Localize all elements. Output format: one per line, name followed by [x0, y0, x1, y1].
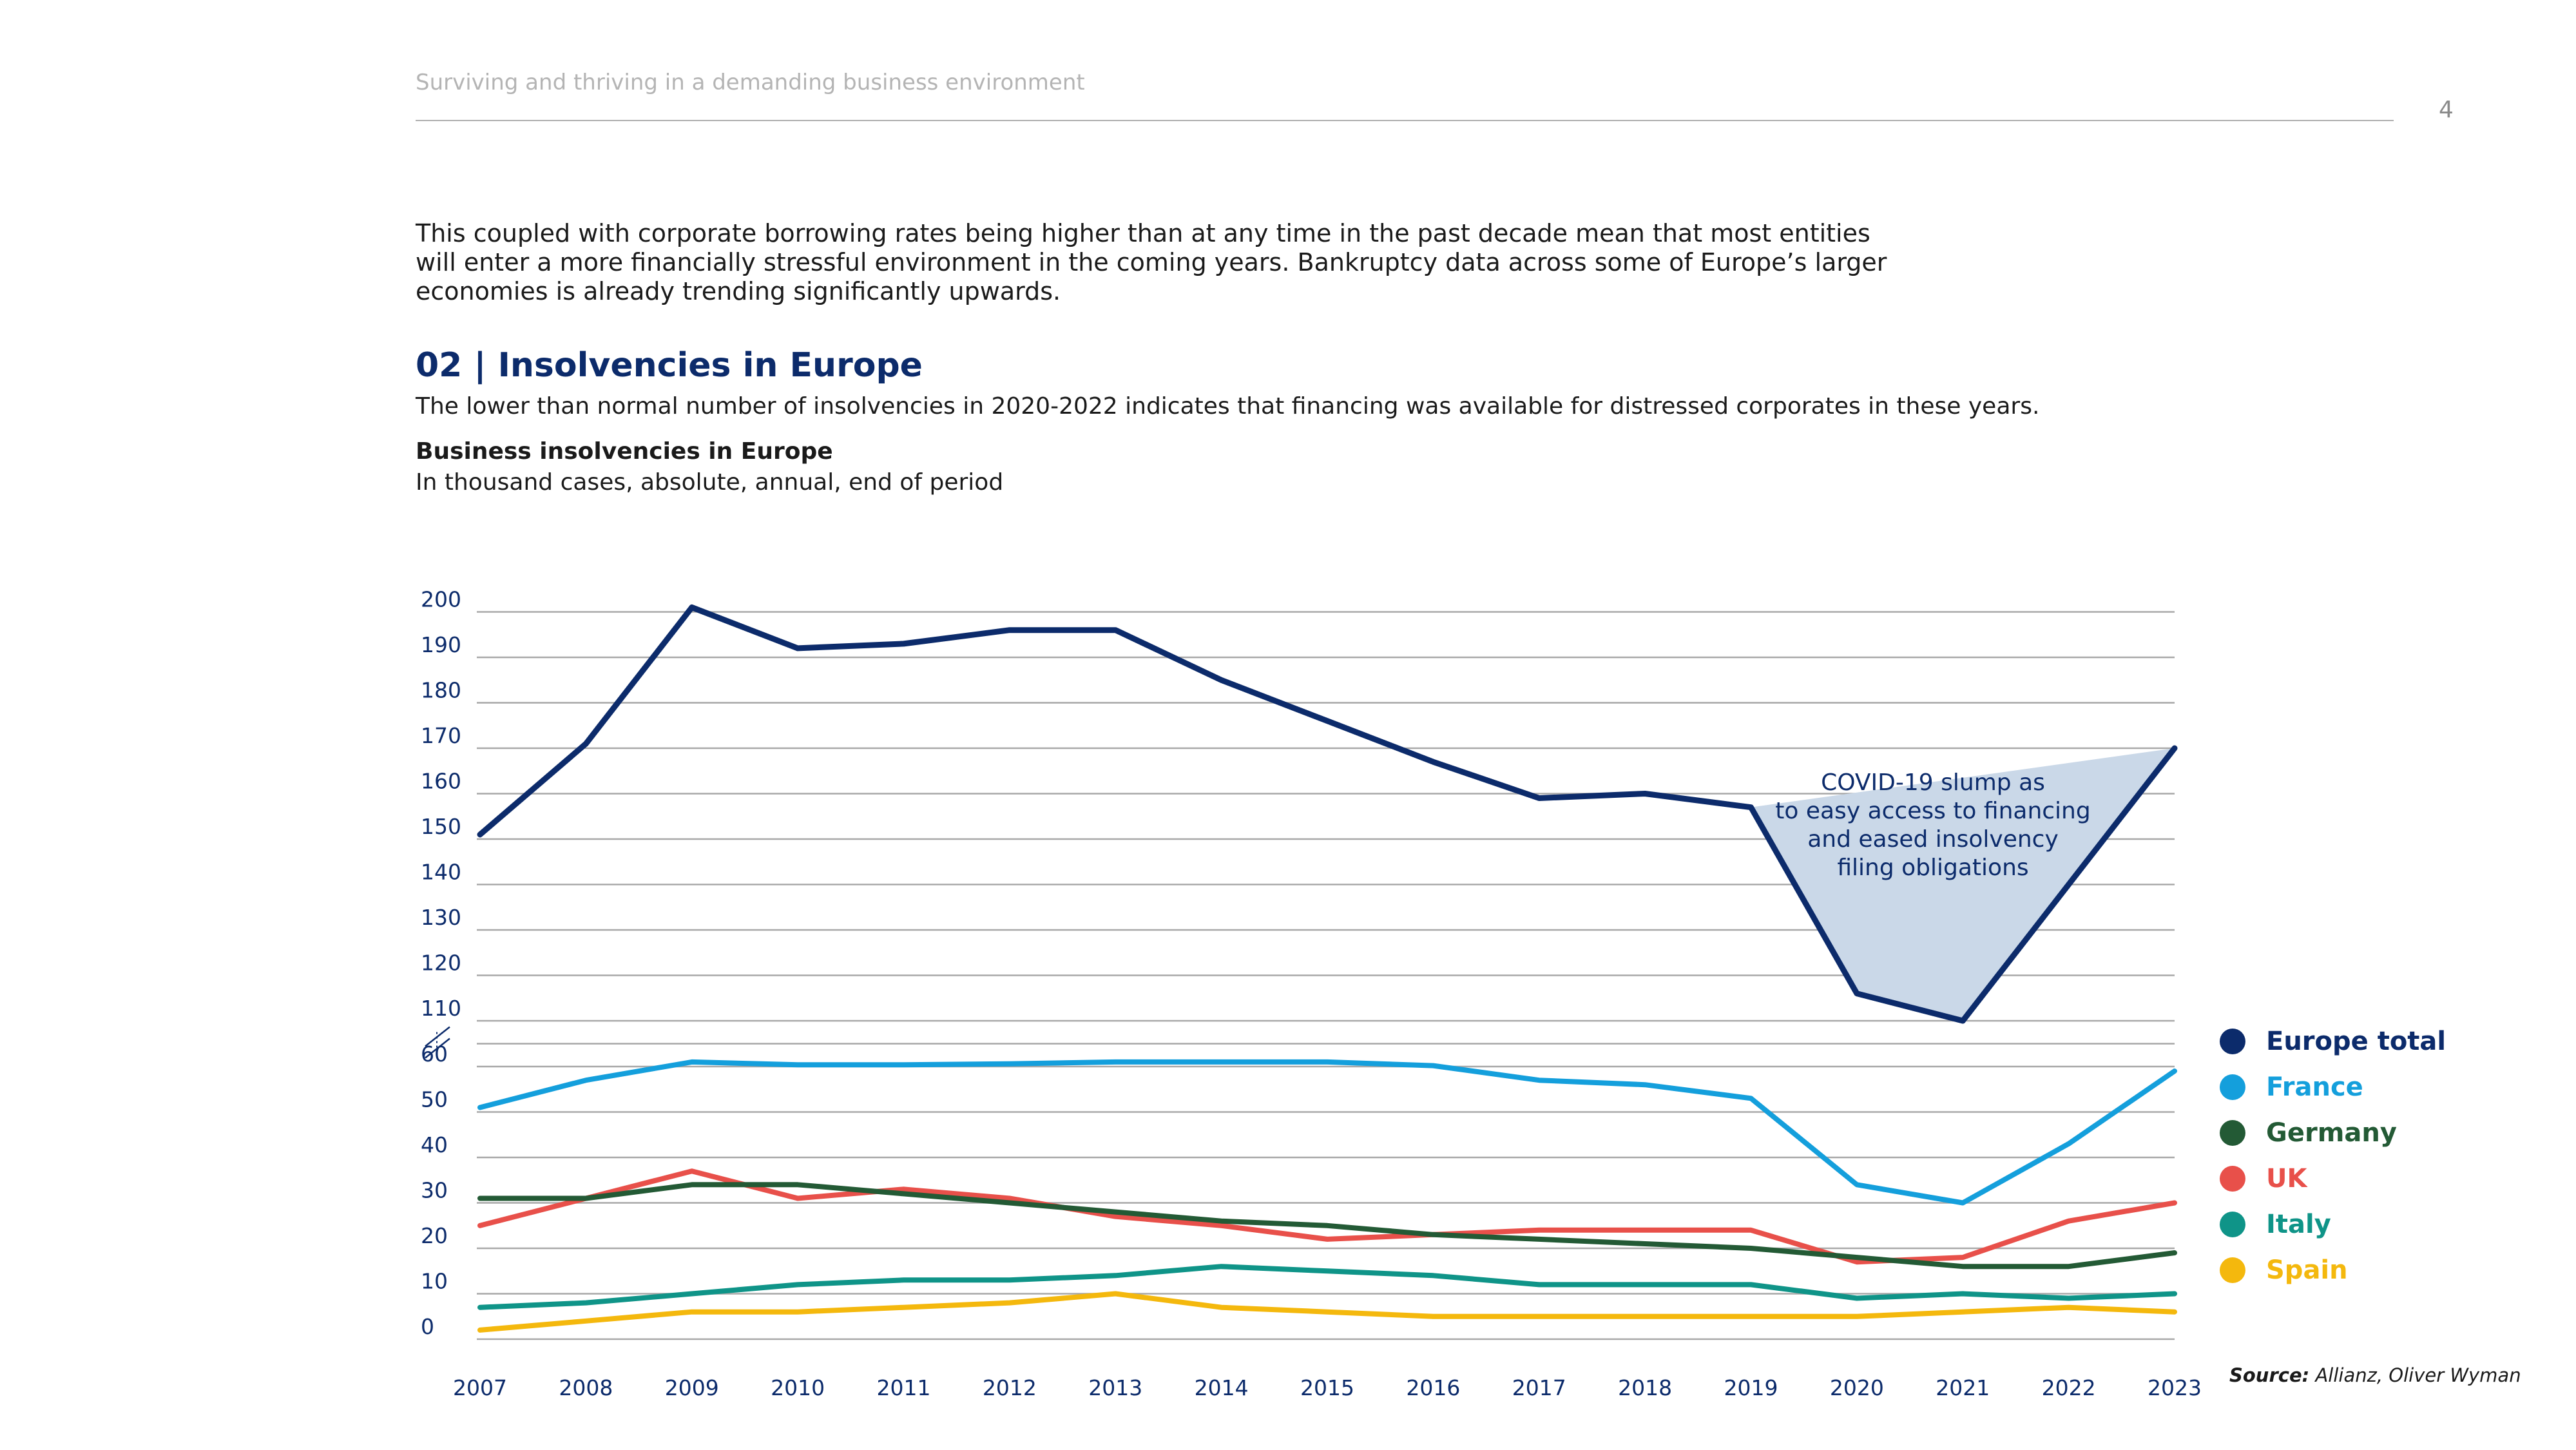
x-tick-label: 2017: [1512, 1375, 1566, 1400]
annotation-text-line: filing obligations: [1837, 855, 2028, 881]
legend-swatch: [2220, 1074, 2245, 1100]
y-tick-label: 30: [421, 1178, 448, 1203]
chart-title: Business insolvencies in Europe: [416, 438, 833, 465]
x-tick-label: 2023: [2148, 1375, 2202, 1400]
y-tick-label: 130: [421, 905, 461, 930]
x-tick-label: 2015: [1300, 1375, 1354, 1400]
series-line-europe-total: [477, 604, 2178, 1024]
legend-item: Germany: [2220, 1110, 2446, 1155]
axis-break-mark: [425, 1026, 450, 1059]
x-tick-label: 2010: [771, 1375, 825, 1400]
x-tick-label: 2022: [2042, 1375, 2096, 1400]
series-lines: [477, 604, 2178, 1333]
legend-label: Germany: [2266, 1117, 2397, 1148]
series-line-spain: [477, 1291, 2177, 1333]
x-tick-label: 2009: [665, 1375, 719, 1400]
x-tick-label: 2011: [877, 1375, 931, 1400]
x-tick-label: 2013: [1088, 1375, 1142, 1400]
legend-swatch: [2220, 1119, 2245, 1146]
y-tick-label: 170: [421, 723, 461, 748]
y-tick-label: 40: [421, 1132, 448, 1157]
y-tick-label: 160: [421, 769, 461, 794]
chart-legend: Europe total France Germany UK Italy Spain: [2220, 1018, 2446, 1293]
source-text: Allianz, Oliver Wyman: [2315, 1364, 2521, 1386]
y-tick-label: 180: [421, 678, 461, 703]
legend-label: Europe total: [2266, 1026, 2446, 1056]
axis-labels: 0 10 20 30 40 50 60 110 120 130 140 150 160 170 180 190…: [421, 587, 2202, 1401]
y-tick-label: 120: [421, 951, 461, 976]
y-tick-label: 50: [421, 1087, 448, 1112]
annotation-text-line: and eased insolvency: [1807, 826, 2059, 853]
legend-label: Italy: [2266, 1209, 2331, 1239]
y-tick-label: 0: [421, 1314, 434, 1339]
legend-label: France: [2266, 1072, 2363, 1102]
chart-subtitle: In thousand cases, absolute, annual, end…: [416, 469, 1004, 496]
legend-swatch: [2220, 1165, 2245, 1192]
y-tick-label: 190: [421, 632, 461, 657]
legend-swatch: [2220, 1028, 2245, 1054]
x-tick-label: 2019: [1724, 1375, 1778, 1400]
x-tick-label: 2016: [1406, 1375, 1460, 1400]
legend-item: UK: [2220, 1155, 2446, 1201]
legend-label: Spain: [2266, 1255, 2348, 1285]
y-tick-label: 110: [421, 996, 461, 1021]
covid-shaded-area: [1751, 748, 2175, 1021]
legend-item: Europe total: [2220, 1018, 2446, 1064]
series-line-france: [477, 1059, 2177, 1206]
x-tick-label: 2018: [1618, 1375, 1672, 1400]
y-tick-label: 200: [421, 587, 461, 612]
x-tick-label: 2020: [1830, 1375, 1884, 1400]
body-paragraph: This coupled with corporate borrowing ra…: [416, 219, 1887, 305]
page-number: 4: [2439, 97, 2454, 123]
y-tick-label: 20: [421, 1223, 448, 1248]
series-line-germany: [477, 1182, 2177, 1270]
legend-swatch: [2220, 1257, 2245, 1283]
legend-label: UK: [2266, 1163, 2307, 1194]
y-tick-label: 140: [421, 860, 461, 885]
series-line-italy: [477, 1264, 2177, 1310]
legend-item: Spain: [2220, 1247, 2446, 1293]
report-title: Surviving and thriving in a demanding bu…: [416, 70, 1085, 95]
x-tick-label: 2007: [453, 1375, 507, 1400]
header-divider: [416, 120, 2394, 121]
legend-item: France: [2220, 1064, 2446, 1110]
y-tick-label: 10: [421, 1269, 448, 1294]
annotation-text-line: COVID-19 slump as: [1821, 769, 2045, 796]
x-tick-label: 2008: [559, 1375, 613, 1400]
y-tick-label: 150: [421, 814, 461, 839]
source-note: Source: Allianz, Oliver Wyman: [2229, 1364, 2521, 1386]
section-subtitle: The lower than normal number of insolven…: [416, 393, 2040, 420]
x-tick-label: 2021: [1936, 1375, 1990, 1400]
section-title: 02 | Insolvencies in Europe: [416, 346, 923, 385]
x-tick-label: 2012: [983, 1375, 1037, 1400]
legend-item: Italy: [2220, 1201, 2446, 1247]
y-tick-label: 60: [421, 1041, 448, 1067]
source-label: Source:: [2229, 1364, 2310, 1386]
legend-swatch: [2220, 1211, 2245, 1237]
annotation-text-line: to easy access to financing: [1775, 798, 2090, 824]
x-tick-label: 2014: [1195, 1375, 1249, 1400]
